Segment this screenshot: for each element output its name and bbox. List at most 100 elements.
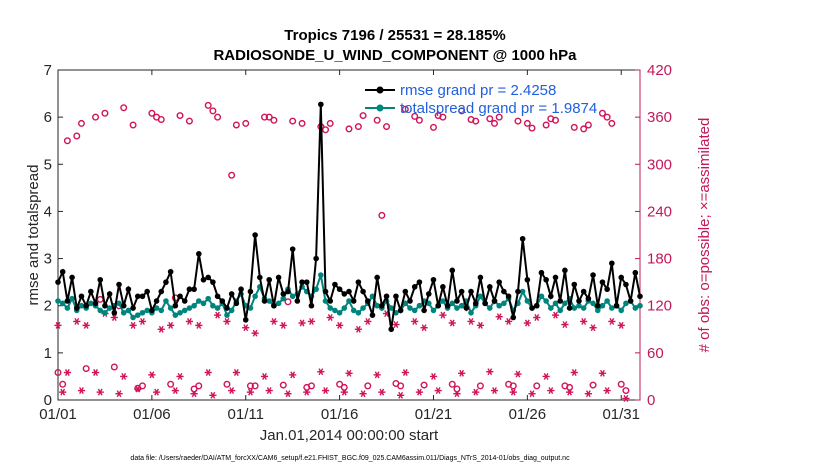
rmse-point: [618, 274, 625, 281]
obs-possible-point: [298, 119, 306, 127]
obs-assimilated-point: [73, 317, 81, 325]
obs-possible-point: [101, 109, 109, 117]
x-tick-label: 01/01: [39, 406, 77, 423]
obs-assimilated-stroke: [473, 388, 479, 396]
x-axis-label: Jan.01,2014 00:00:00 start: [260, 427, 439, 444]
y-axis-label-right: # of obs: o=possible; ×=assimilated: [696, 118, 713, 353]
spread-point: [158, 307, 165, 314]
obs-assimilated-stroke: [365, 317, 371, 325]
obs-assimilated-point: [458, 369, 466, 377]
rmse-point: [83, 302, 89, 309]
rmse-point: [130, 305, 136, 311]
obs-assimilated-stroke: [158, 325, 164, 333]
rmse-point: [444, 302, 451, 309]
rmse-point: [261, 298, 268, 304]
obs-possible-point: [261, 113, 269, 121]
obs-possible-point: [580, 125, 588, 133]
obs-assimilated-stroke: [290, 371, 296, 379]
rmse-point: [303, 279, 310, 285]
rmse-point: [505, 293, 512, 300]
obs-possible-point: [232, 121, 240, 129]
obs-possible-point: [59, 380, 67, 388]
y-right-tick-label: 420: [647, 62, 672, 79]
rmse-point: [346, 288, 352, 295]
obs-possible-point: [566, 383, 574, 391]
obs-assimilated-stroke: [55, 321, 61, 329]
obs-assimilated-point: [148, 371, 156, 379]
obs-assimilated-point: [509, 388, 517, 396]
obs-assimilated-point: [561, 321, 569, 329]
obs-possible-point: [82, 365, 90, 373]
obs-assimilated-stroke: [280, 321, 286, 329]
obs-assimilated-point: [378, 388, 386, 396]
rmse-point: [318, 101, 324, 108]
obs-possible-point: [509, 382, 517, 390]
obs-assimilated-point: [514, 370, 522, 378]
obs-assimilated-stroke: [585, 390, 591, 398]
obs-assimilated-point: [397, 391, 405, 399]
obs-assimilated-stroke: [515, 370, 521, 378]
obs-assimilated-point: [317, 368, 325, 376]
spread-point: [55, 298, 61, 304]
obs-assimilated-point: [326, 314, 334, 321]
obs-possible-point: [129, 121, 137, 129]
obs-possible-point: [148, 109, 156, 117]
rmse-point: [313, 255, 319, 262]
spread-point: [599, 302, 606, 309]
obs-assimilated-point: [411, 317, 419, 325]
obs-assimilated-stroke: [543, 372, 549, 380]
obs-possible-point: [176, 112, 184, 120]
rmse-point: [327, 298, 334, 304]
spread-point: [477, 293, 484, 300]
rmse-point: [538, 269, 545, 276]
rmse-point: [472, 300, 479, 307]
obs-assimilated-stroke: [412, 317, 418, 325]
y-left-tick-label: 2: [44, 298, 52, 315]
obs-possible-point: [279, 381, 287, 389]
obs-assimilated-point: [321, 387, 330, 395]
obs-assimilated-stroke: [116, 390, 122, 398]
obs-assimilated-stroke: [534, 314, 540, 321]
obs-assimilated-stroke: [454, 390, 460, 398]
x-tick-label: 01/31: [602, 406, 640, 423]
spread-point: [374, 302, 380, 309]
obs-assimilated-point: [434, 387, 442, 395]
y-right-tick-label: 60: [647, 345, 664, 362]
spread-point: [632, 305, 639, 311]
rmse-point: [440, 284, 446, 290]
obs-possible-point: [415, 116, 423, 124]
rmse-point: [228, 291, 235, 297]
rmse-point: [106, 291, 113, 297]
rmse-point: [458, 288, 465, 295]
spread-point: [538, 293, 545, 300]
rmse-point: [482, 300, 488, 307]
obs-assimilated-point: [533, 314, 541, 321]
spread-point: [88, 300, 94, 307]
rmse-point: [336, 286, 343, 293]
obs-assimilated-point: [171, 387, 179, 395]
spread-point: [64, 305, 71, 311]
rmse-point: [294, 298, 301, 304]
obs-possible-point: [364, 382, 372, 390]
rmse-point: [149, 307, 155, 314]
obs-assimilated-stroke: [435, 387, 441, 395]
spread-point: [130, 314, 136, 321]
spread-point: [458, 302, 465, 309]
obs-assimilated-point: [617, 321, 625, 329]
y-left-tick-label: 4: [44, 203, 52, 220]
obs-possible-point: [195, 382, 203, 390]
rmse-point: [374, 274, 380, 281]
chart-title-line1: Tropics 7196 / 25531 = 28.185%: [284, 27, 505, 44]
rmse-point: [590, 272, 596, 278]
rmse-point: [167, 268, 174, 275]
spread-point: [106, 305, 113, 311]
spread-point: [280, 295, 287, 302]
obs-assimilated-point: [134, 385, 142, 393]
obs-assimilated-point: [486, 368, 494, 376]
y-left-tick-label: 7: [44, 62, 52, 79]
spread-point: [604, 298, 610, 304]
obs-assimilated-point: [120, 372, 128, 380]
spread-point: [78, 302, 85, 309]
spread-point: [224, 312, 230, 318]
obs-assimilated-stroke: [468, 317, 474, 325]
